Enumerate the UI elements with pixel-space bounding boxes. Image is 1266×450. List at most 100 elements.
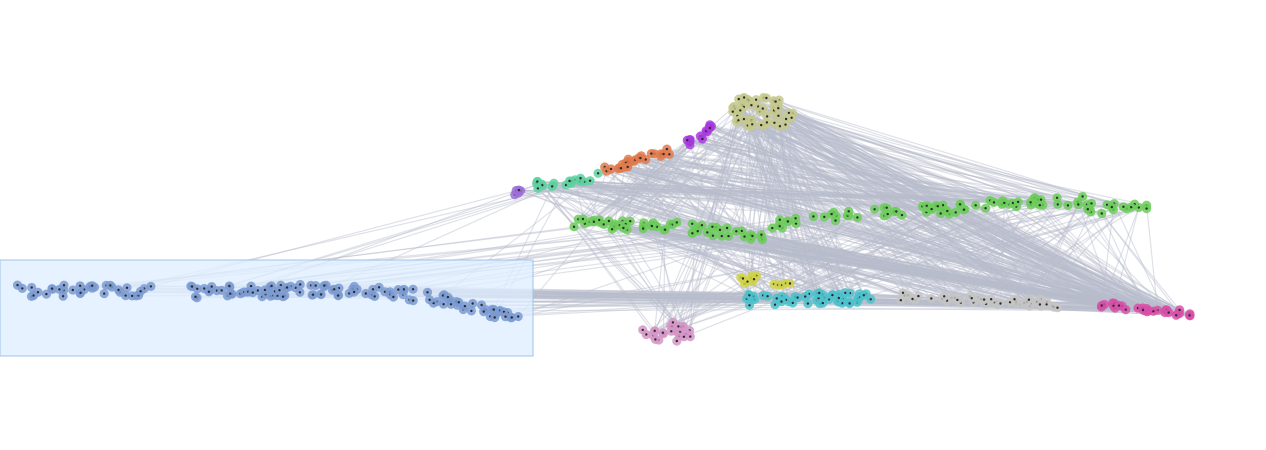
edge xyxy=(689,139,1003,202)
graph-node-core xyxy=(812,215,815,218)
graph-node-core xyxy=(536,180,539,183)
edge xyxy=(957,204,1108,301)
graph-node-core xyxy=(740,229,743,233)
edge xyxy=(746,234,752,299)
graph-node-core xyxy=(1117,304,1121,307)
graph-node-core xyxy=(778,125,782,128)
edge xyxy=(593,221,991,303)
edge xyxy=(536,182,929,209)
graph-node-core xyxy=(706,231,709,234)
edge xyxy=(663,153,1146,312)
edge xyxy=(751,119,789,222)
graph-node-core xyxy=(992,201,996,204)
edge xyxy=(626,229,1179,315)
edge xyxy=(755,99,1044,206)
graph-node-core xyxy=(794,222,798,225)
edge xyxy=(652,139,691,224)
edge xyxy=(537,181,936,207)
graph-node-core xyxy=(130,294,134,298)
edge xyxy=(666,148,1191,317)
edge xyxy=(603,139,691,225)
edge xyxy=(887,213,1031,301)
cluster-orange[interactable] xyxy=(600,144,675,176)
edge xyxy=(779,225,820,294)
edge xyxy=(750,126,1114,307)
cluster-cyan[interactable] xyxy=(742,288,876,310)
edge xyxy=(706,231,778,299)
cluster-lavender[interactable] xyxy=(510,185,526,200)
edge xyxy=(824,204,1147,298)
edge xyxy=(763,124,865,296)
edge xyxy=(751,123,1190,316)
edge xyxy=(603,223,1165,314)
edge xyxy=(761,239,779,286)
graph-node-core xyxy=(482,310,485,313)
cluster-violet[interactable] xyxy=(682,120,717,150)
edge xyxy=(795,223,932,300)
edge xyxy=(575,179,965,211)
edge xyxy=(748,100,824,304)
edge xyxy=(614,223,843,300)
edge xyxy=(761,234,1115,304)
edge xyxy=(751,235,783,302)
cluster-magenta[interactable] xyxy=(1096,298,1195,321)
graph-node-core xyxy=(1086,208,1090,211)
graph-node-core xyxy=(899,299,902,302)
edge xyxy=(656,226,1169,314)
graph-node-core xyxy=(446,295,450,299)
edge xyxy=(589,171,608,223)
graph-node-core xyxy=(311,293,315,296)
cluster-blue[interactable] xyxy=(12,279,523,323)
edge xyxy=(565,184,1025,304)
graph-node-core xyxy=(653,329,656,332)
edge xyxy=(571,180,708,233)
edge xyxy=(604,166,1148,313)
graph-node-core xyxy=(1029,201,1032,204)
graph-node-core xyxy=(675,221,678,224)
edge xyxy=(901,214,945,297)
edge xyxy=(777,108,809,304)
edge xyxy=(760,124,1126,311)
cluster-green[interactable] xyxy=(569,191,1152,245)
cluster-yellow[interactable] xyxy=(736,270,795,290)
edge xyxy=(757,106,846,294)
cluster-gray[interactable] xyxy=(896,288,1063,313)
graph-node-core xyxy=(1039,198,1043,201)
edge xyxy=(818,202,1092,299)
graph-node-core xyxy=(194,295,197,298)
edge xyxy=(785,124,941,208)
edge xyxy=(620,167,1180,315)
edge xyxy=(819,303,1116,309)
edge xyxy=(883,207,1139,309)
edge xyxy=(963,209,1191,315)
graph-node-core xyxy=(748,304,751,307)
graph-node-core xyxy=(847,210,850,213)
cluster-teal[interactable] xyxy=(532,168,603,193)
edge xyxy=(736,230,1126,311)
edge xyxy=(537,181,849,217)
graph-node-core xyxy=(622,226,625,230)
edge xyxy=(606,170,965,211)
edge xyxy=(1015,203,1115,305)
edge xyxy=(698,226,1120,307)
graph-node-core xyxy=(665,147,669,151)
graph-node-core xyxy=(784,123,787,126)
edge xyxy=(1077,201,1154,312)
cluster-pink[interactable] xyxy=(638,317,695,346)
graph-node-core xyxy=(765,121,769,124)
edge xyxy=(773,107,889,215)
edge xyxy=(700,135,1148,313)
nodes-layer[interactable] xyxy=(12,92,1195,346)
edge xyxy=(580,177,1058,309)
edge xyxy=(728,235,1180,311)
edge xyxy=(620,167,1009,205)
graph-node-core xyxy=(541,184,544,187)
graph-node-core xyxy=(662,152,665,156)
edge xyxy=(656,226,1169,314)
edge xyxy=(610,168,627,225)
edge xyxy=(536,181,684,327)
edge xyxy=(619,108,764,226)
edge xyxy=(747,119,840,303)
cluster-khaki[interactable] xyxy=(728,92,798,132)
